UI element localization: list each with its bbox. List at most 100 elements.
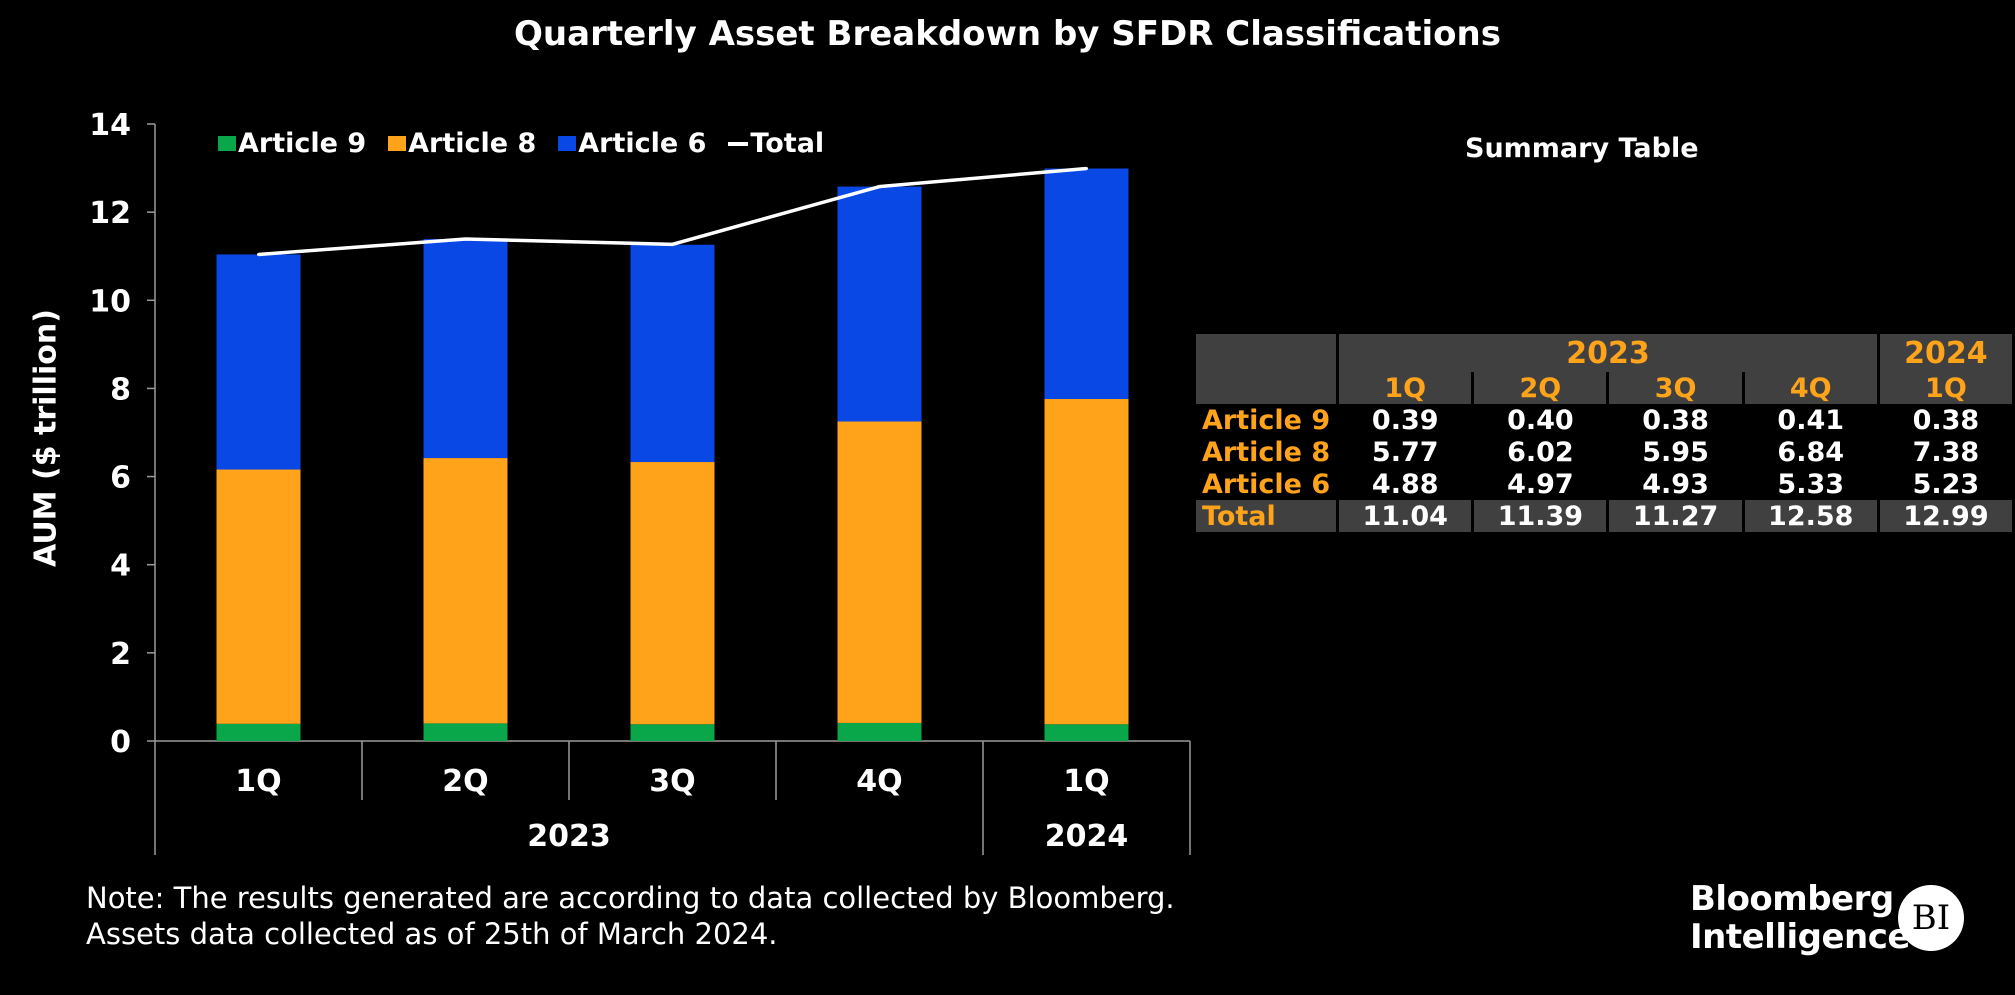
x-tick-label: 1Q [235,764,281,799]
bar-article6 [630,244,715,463]
summary-row-total: Total 11.04 11.39 11.27 12.58 12.99 [1196,500,2012,532]
total-point [878,185,881,189]
legend-swatch-article9 [218,136,236,151]
summary-quarter: 1Q [1339,372,1472,404]
summary-table-title: Summary Table [1465,133,1699,164]
summary-row-article6: Article 6 4.88 4.97 4.93 5.33 5.23 [1196,468,2012,500]
summary-cell: 4.93 [1642,468,1709,500]
bar-article9 [423,723,508,741]
x-tick-label: 2Q [442,764,488,799]
summary-cell: 5.95 [1642,436,1709,468]
y-tick-label: 4 [110,549,131,584]
summary-quarter: 1Q [1879,372,2012,404]
y-tick-label: 2 [110,637,131,672]
legend-line-total [728,141,749,146]
legend-swatch-article8 [388,136,407,151]
summary-corner-cell [1196,372,1337,404]
legend-label-article8: Article 8 [408,128,537,159]
summary-row-article9: Article 9 0.39 0.40 0.38 0.41 0.38 [1196,404,2012,436]
legend-label-article6: Article 6 [578,128,707,159]
summary-cell: 11.04 [1339,500,1472,532]
summary-cell: 5.77 [1371,436,1439,468]
summary-cell: 12.58 [1744,500,1877,532]
footnote-line: Assets data collected as of 25th of Marc… [86,917,778,951]
bar-article9 [216,723,301,741]
legend-label-article9: Article 9 [238,128,367,159]
summary-quarter: 3Q [1609,372,1742,404]
bar-article8 [423,458,508,724]
bar-article6 [1044,168,1129,400]
x-tick-label: 4Q [856,764,902,799]
summary-cell: 0.38 [1912,404,1980,436]
legend-swatch-article6 [558,136,577,151]
summary-year-row: 2023 2024 [1196,334,2012,372]
y-tick-label: 10 [89,284,131,319]
summary-cell: 5.33 [1777,468,1845,500]
y-tick-label: 0 [110,725,131,760]
summary-corner-cell [1196,334,1337,372]
bar-article8 [1044,399,1129,725]
bar-article9 [837,722,922,741]
summary-year-2023: 2023 [1339,334,1877,372]
y-tick-label: 14 [89,108,131,143]
legend-item-article9: Article 9 [218,128,366,159]
summary-cell: 0.39 [1371,404,1439,436]
brand-line: Bloomberg [1690,879,1894,919]
total-line [258,166,1087,257]
x-group-label: 2024 [1045,819,1129,854]
chart-legend: Article 9 Article 8 Article 6 Total [218,128,824,159]
bar-article6 [837,186,922,422]
summary-cell: 0.41 [1777,404,1845,436]
summary-cell: 4.88 [1371,468,1439,500]
summary-quarter-row: 1Q 2Q 3Q 4Q 1Q [1196,372,2012,404]
legend-item-total: Total [728,128,824,159]
brand-line: Intelligence [1690,917,1910,957]
summary-quarter: 2Q [1474,372,1607,404]
summary-row-label: Total [1196,500,1337,532]
summary-cell: 6.84 [1777,436,1845,468]
x-tick-label: 1Q [1063,764,1109,799]
summary-cell: 11.39 [1474,500,1607,532]
y-tick-label: 6 [110,461,131,496]
brand-wordmark: Bloomberg Intelligence [1690,880,1910,956]
bar-article6 [216,254,301,470]
footnote-line: Note: The results generated are accordin… [86,881,1175,915]
bar-article8 [630,462,715,725]
total-point [1085,167,1088,171]
summary-cell: 11.27 [1609,500,1742,532]
summary-year-2024: 2024 [1879,334,2012,372]
summary-quarter: 4Q [1744,372,1877,404]
summary-cell: 6.02 [1507,436,1574,468]
bar-article9 [1044,724,1129,741]
y-tick-label: 8 [110,372,131,407]
legend-label-total: Total [750,128,825,159]
chart-title: Quarterly Asset Breakdown by SFDR Classi… [514,14,1501,54]
summary-row-label: Article 9 [1202,404,1331,436]
total-point [464,237,467,241]
summary-cell: 5.23 [1912,468,1980,500]
summary-cell: 12.99 [1879,500,2012,532]
summary-row-label: Article 6 [1202,468,1331,500]
bar-article6 [423,239,508,459]
x-group-label: 2023 [527,819,611,854]
legend-item-article6: Article 6 [558,128,706,159]
legend-item-article8: Article 8 [388,128,536,159]
bar-article9 [630,724,715,741]
summary-row-article8: Article 8 5.77 6.02 5.95 6.84 7.38 [1196,436,2012,468]
summary-row-label: Article 8 [1202,436,1331,468]
summary-cell: 0.40 [1507,404,1574,436]
y-tick-label: 12 [89,196,131,231]
y-axis-label: AUM ($ trillion) [28,309,64,567]
bar-article8 [837,421,922,723]
summary-table: 2023 2024 1Q 2Q 3Q 4Q 1Q Article 9 0.39 … [1193,334,2015,532]
summary-cell: 7.38 [1912,436,1980,468]
summary-cell: 0.38 [1642,404,1709,436]
brand-logo-icon: BI [1898,885,1964,951]
footnote: Note: The results generated are accordin… [86,880,1175,952]
total-point [257,252,260,256]
total-point [671,242,674,246]
x-tick-label: 3Q [649,764,695,799]
bar-article8 [216,469,301,724]
summary-cell: 4.97 [1507,468,1574,500]
